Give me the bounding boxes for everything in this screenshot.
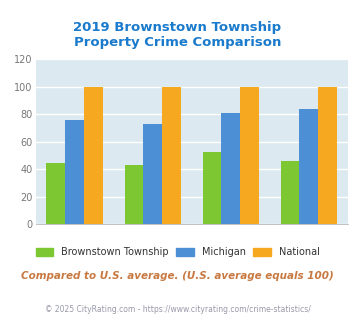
Text: 2019 Brownstown Township
Property Crime Comparison: 2019 Brownstown Township Property Crime … [73, 21, 282, 50]
Legend: Brownstown Township, Michigan, National: Brownstown Township, Michigan, National [36, 248, 320, 257]
Bar [84, 87, 103, 224]
Bar [300, 109, 318, 224]
Bar [47, 162, 65, 224]
Text: Compared to U.S. average. (U.S. average equals 100): Compared to U.S. average. (U.S. average … [21, 271, 334, 281]
Bar [281, 161, 300, 224]
Bar [240, 87, 259, 224]
Bar [125, 165, 143, 224]
Bar [65, 120, 84, 224]
Text: © 2025 CityRating.com - https://www.cityrating.com/crime-statistics/: © 2025 CityRating.com - https://www.city… [45, 305, 310, 314]
Bar [222, 113, 240, 224]
Bar [203, 151, 222, 224]
Bar [143, 124, 162, 224]
Bar [318, 87, 337, 224]
Bar [162, 87, 181, 224]
